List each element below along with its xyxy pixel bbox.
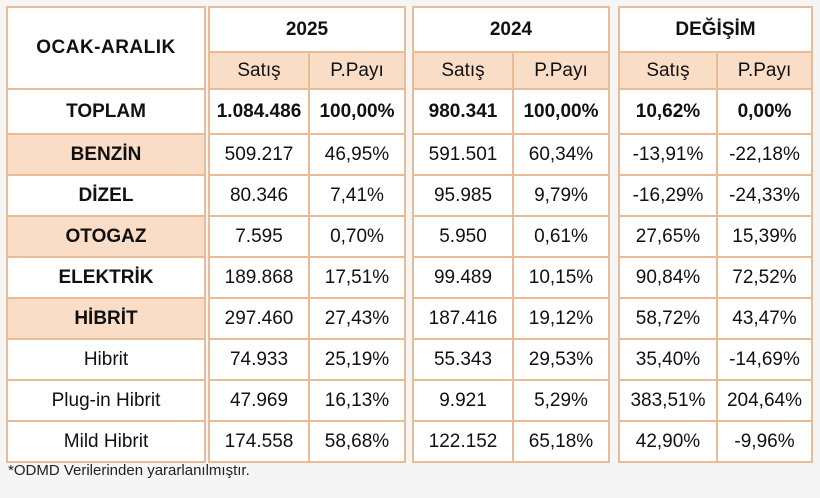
- table-cell: 17,51%: [310, 258, 406, 299]
- row-label: TOPLAM: [6, 90, 206, 135]
- header-year-2024: 2024: [412, 6, 610, 53]
- table-cell: 58,72%: [618, 299, 718, 340]
- row-label: Plug-in Hibrit: [6, 381, 206, 422]
- table-cell: 58,68%: [310, 422, 406, 463]
- table-cell: 10,62%: [618, 90, 718, 135]
- table-cell: 29,53%: [514, 340, 610, 381]
- table-cell: 43,47%: [718, 299, 813, 340]
- table-row: TOPLAM 1.084.486 100,00% 980.341 100,00% 10,6…: [6, 90, 813, 135]
- table-cell: 16,13%: [310, 381, 406, 422]
- table-row: BENZİN 509.217 46,95% 591.501 60,34% -13,91% -…: [6, 135, 813, 176]
- table-row: HİBRİT 297.460 27,43% 187.416 19,12% 58,72% 43…: [6, 299, 813, 340]
- table-row: DİZEL 80.346 7,41% 95.985 9,79% -16,29% -24,33…: [6, 176, 813, 217]
- table-cell: 55.343: [412, 340, 514, 381]
- subheader-sales: Satış: [208, 53, 310, 90]
- table-cell: 47.969: [208, 381, 310, 422]
- subheader-share: P.Payı: [514, 53, 610, 90]
- table-cell: 187.416: [412, 299, 514, 340]
- table-cell: -9,96%: [718, 422, 813, 463]
- header-year-2025: 2025: [208, 6, 406, 53]
- table-cell: 15,39%: [718, 217, 813, 258]
- table-cell: 7,41%: [310, 176, 406, 217]
- table-cell: 1.084.486: [208, 90, 310, 135]
- table-cell: 7.595: [208, 217, 310, 258]
- header-change: DEĞİŞİM: [618, 6, 813, 53]
- table-cell: 46,95%: [310, 135, 406, 176]
- table-cell: 297.460: [208, 299, 310, 340]
- table-cell: 9,79%: [514, 176, 610, 217]
- subheader-share: P.Payı: [310, 53, 406, 90]
- subheader-sales: Satış: [412, 53, 514, 90]
- row-label: BENZİN: [6, 135, 206, 176]
- row-label: ELEKTRİK: [6, 258, 206, 299]
- table-cell: -13,91%: [618, 135, 718, 176]
- table-cell: 189.868: [208, 258, 310, 299]
- table-cell: 5.950: [412, 217, 514, 258]
- row-label: HİBRİT: [6, 299, 206, 340]
- table-row: Plug-in Hibrit 47.969 16,13% 9.921 5,29% 383,…: [6, 381, 813, 422]
- sales-table: OCAK-ARALIK 2025 2024 DEĞİŞİM Satış P.Pa…: [6, 6, 813, 463]
- table-cell: 27,43%: [310, 299, 406, 340]
- table-cell: 60,34%: [514, 135, 610, 176]
- table-cell: 65,18%: [514, 422, 610, 463]
- table-row: Mild Hibrit 174.558 58,68% 122.152 65,18% 42,…: [6, 422, 813, 463]
- table-cell: -14,69%: [718, 340, 813, 381]
- table-cell: 80.346: [208, 176, 310, 217]
- table-cell: 509.217: [208, 135, 310, 176]
- table-cell: 95.985: [412, 176, 514, 217]
- table-cell: 591.501: [412, 135, 514, 176]
- table-cell: 0,61%: [514, 217, 610, 258]
- table-cell: 90,84%: [618, 258, 718, 299]
- table-cell: 99.489: [412, 258, 514, 299]
- row-label: DİZEL: [6, 176, 206, 217]
- table-row: ELEKTRİK 189.868 17,51% 99.489 10,15% 90,84% 7…: [6, 258, 813, 299]
- table-cell: 72,52%: [718, 258, 813, 299]
- table-cell: -22,18%: [718, 135, 813, 176]
- table-cell: 383,51%: [618, 381, 718, 422]
- table-title: OCAK-ARALIK: [6, 6, 206, 90]
- table-cell: 0,70%: [310, 217, 406, 258]
- table-cell: -16,29%: [618, 176, 718, 217]
- table-row: Hibrit 74.933 25,19% 55.343 29,53% 35,40% -14,…: [6, 340, 813, 381]
- table-cell: 100,00%: [310, 90, 406, 135]
- table-cell: 27,65%: [618, 217, 718, 258]
- subheader-share: P.Payı: [718, 53, 813, 90]
- subheader-sales: Satış: [618, 53, 718, 90]
- table-cell: 19,12%: [514, 299, 610, 340]
- table-cell: 35,40%: [618, 340, 718, 381]
- row-label: OTOGAZ: [6, 217, 206, 258]
- row-label: Mild Hibrit: [6, 422, 206, 463]
- table-cell: 10,15%: [514, 258, 610, 299]
- footnote: *ODMD Verilerinden yararlanılmıştır.: [8, 462, 250, 479]
- table-cell: 9.921: [412, 381, 514, 422]
- row-label: Hibrit: [6, 340, 206, 381]
- table-cell: 42,90%: [618, 422, 718, 463]
- table-cell: 0,00%: [718, 90, 813, 135]
- table-cell: 100,00%: [514, 90, 610, 135]
- table-cell: -24,33%: [718, 176, 813, 217]
- table-cell: 5,29%: [514, 381, 610, 422]
- table-cell: 25,19%: [310, 340, 406, 381]
- table-cell: 174.558: [208, 422, 310, 463]
- table-cell: 204,64%: [718, 381, 813, 422]
- table-row: OTOGAZ 7.595 0,70% 5.950 0,61% 27,65% 15,39%: [6, 217, 813, 258]
- table-body: TOPLAM 1.084.486 100,00% 980.341 100,00% 10,6…: [6, 90, 813, 463]
- table-cell: 980.341: [412, 90, 514, 135]
- table-cell: 74.933: [208, 340, 310, 381]
- table-cell: 122.152: [412, 422, 514, 463]
